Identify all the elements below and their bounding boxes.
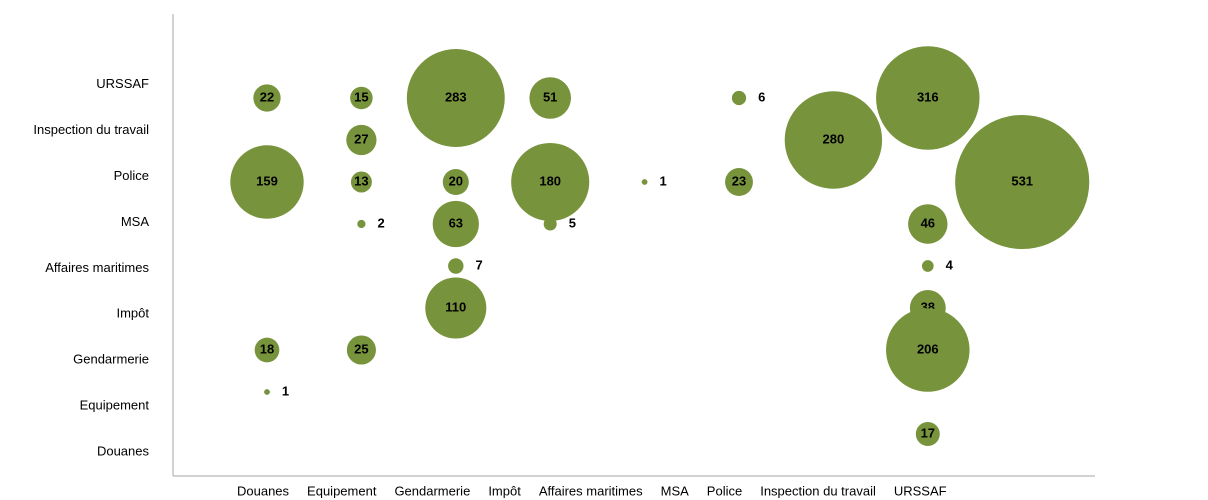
y-tick-label: Douanes	[97, 443, 150, 458]
data-label: 180	[539, 173, 561, 188]
x-tick-label: Affaires maritimes	[539, 483, 643, 498]
y-tick-label: Equipement	[80, 398, 150, 413]
bubble	[442, 168, 469, 196]
y-tick-label: Police	[114, 168, 149, 183]
bubble	[448, 258, 464, 274]
data-label: 46	[921, 215, 935, 230]
data-label: 27	[354, 131, 368, 146]
bubble	[955, 114, 1090, 250]
data-label: 25	[354, 341, 368, 356]
bubble	[350, 86, 373, 110]
data-label: 110	[445, 299, 466, 314]
bubble	[346, 335, 376, 365]
x-tick-label: Inspection du travail	[760, 483, 876, 498]
y-tick-label: Gendarmerie	[73, 352, 149, 367]
x-tick-label: Equipement	[307, 483, 377, 498]
bubble	[908, 204, 948, 244]
x-tick-label: Douanes	[237, 483, 290, 498]
data-label: 1	[282, 383, 289, 398]
bubble	[915, 422, 940, 446]
bubble	[346, 124, 377, 156]
data-label: 531	[1011, 173, 1033, 188]
y-tick-label: Affaires maritimes	[45, 260, 149, 275]
bubble	[350, 171, 372, 193]
data-label: 280	[823, 131, 845, 146]
bubble	[543, 217, 557, 231]
y-tick-label: URSSAF	[96, 76, 149, 91]
data-label: 18	[260, 341, 274, 356]
data-label: 159	[256, 173, 278, 188]
bubble	[511, 142, 590, 222]
data-label: 4	[946, 257, 954, 272]
bubble	[432, 200, 479, 248]
bubble	[886, 308, 970, 392]
data-label: 206	[917, 341, 939, 356]
data-label: 7	[475, 257, 482, 272]
data-label: 283	[445, 89, 467, 104]
data-label: 51	[543, 89, 557, 104]
x-tick-label: URSSAF	[894, 483, 947, 498]
bubble	[357, 219, 366, 229]
x-tick-label: Gendarmerie	[394, 483, 470, 498]
bubble	[876, 46, 980, 150]
data-label: 23	[732, 173, 746, 188]
bubble	[254, 337, 280, 363]
data-label: 17	[921, 425, 935, 440]
bubble	[253, 84, 281, 112]
y-tick-label: Inspection du travail	[33, 122, 149, 137]
data-label: 6	[758, 89, 765, 104]
bubble	[230, 145, 304, 219]
data-label: 22	[260, 89, 274, 104]
bubble	[425, 277, 487, 339]
bubble	[921, 260, 934, 272]
data-label: 5	[569, 215, 576, 230]
bubble	[784, 91, 883, 189]
bubble	[641, 179, 648, 185]
bubble	[731, 90, 747, 106]
bubble	[406, 49, 505, 147]
bubble	[725, 168, 753, 196]
x-tick-label: Impôt	[488, 483, 521, 498]
bubble	[264, 389, 270, 395]
x-tick-label: Police	[707, 483, 742, 498]
x-tick-label: MSA	[661, 483, 690, 498]
data-label: 2	[378, 215, 385, 230]
y-tick-label: Impôt	[116, 306, 149, 321]
y-tick-label: MSA	[121, 214, 150, 229]
data-label: 20	[449, 173, 463, 188]
data-label: 1	[660, 173, 667, 188]
data-label: 316	[917, 89, 939, 104]
data-label: 15	[354, 89, 368, 104]
data-label: 13	[354, 173, 368, 188]
data-label: 63	[449, 215, 463, 230]
bubble	[529, 77, 571, 119]
